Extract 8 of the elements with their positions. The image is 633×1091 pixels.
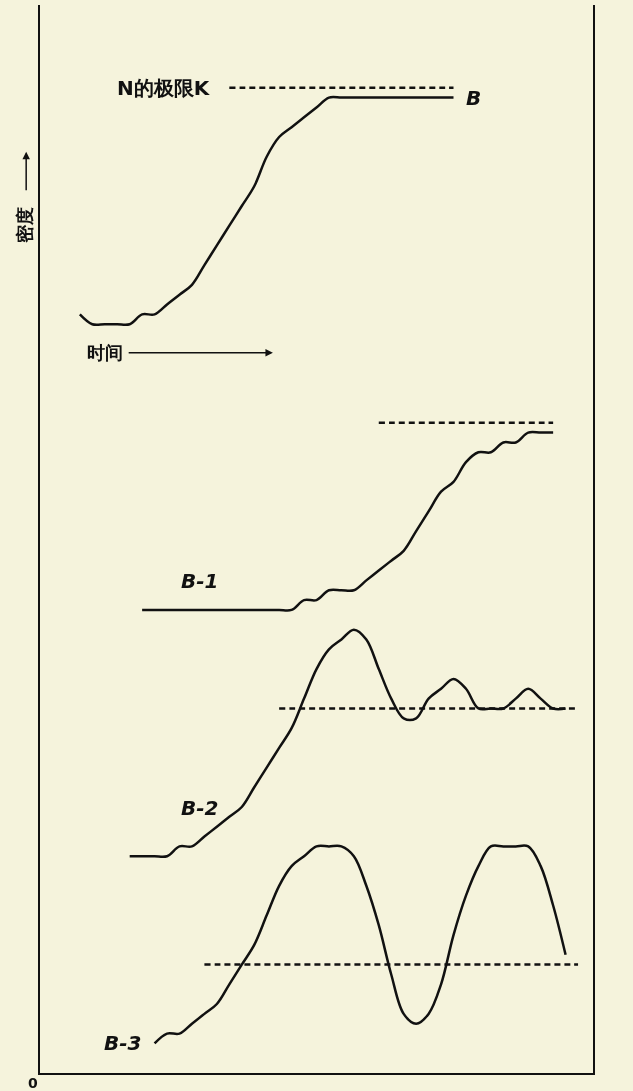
series-label: N的极限K <box>117 76 211 100</box>
series-label: B-2 <box>181 796 219 820</box>
series-label: B-1 <box>181 569 219 593</box>
series-label: B-3 <box>104 1031 142 1055</box>
series-label: B <box>466 86 482 110</box>
x-axis-title: 时间 <box>87 342 123 363</box>
text: 0 <box>28 1075 38 1091</box>
y-axis-title: 密度 <box>14 207 36 244</box>
